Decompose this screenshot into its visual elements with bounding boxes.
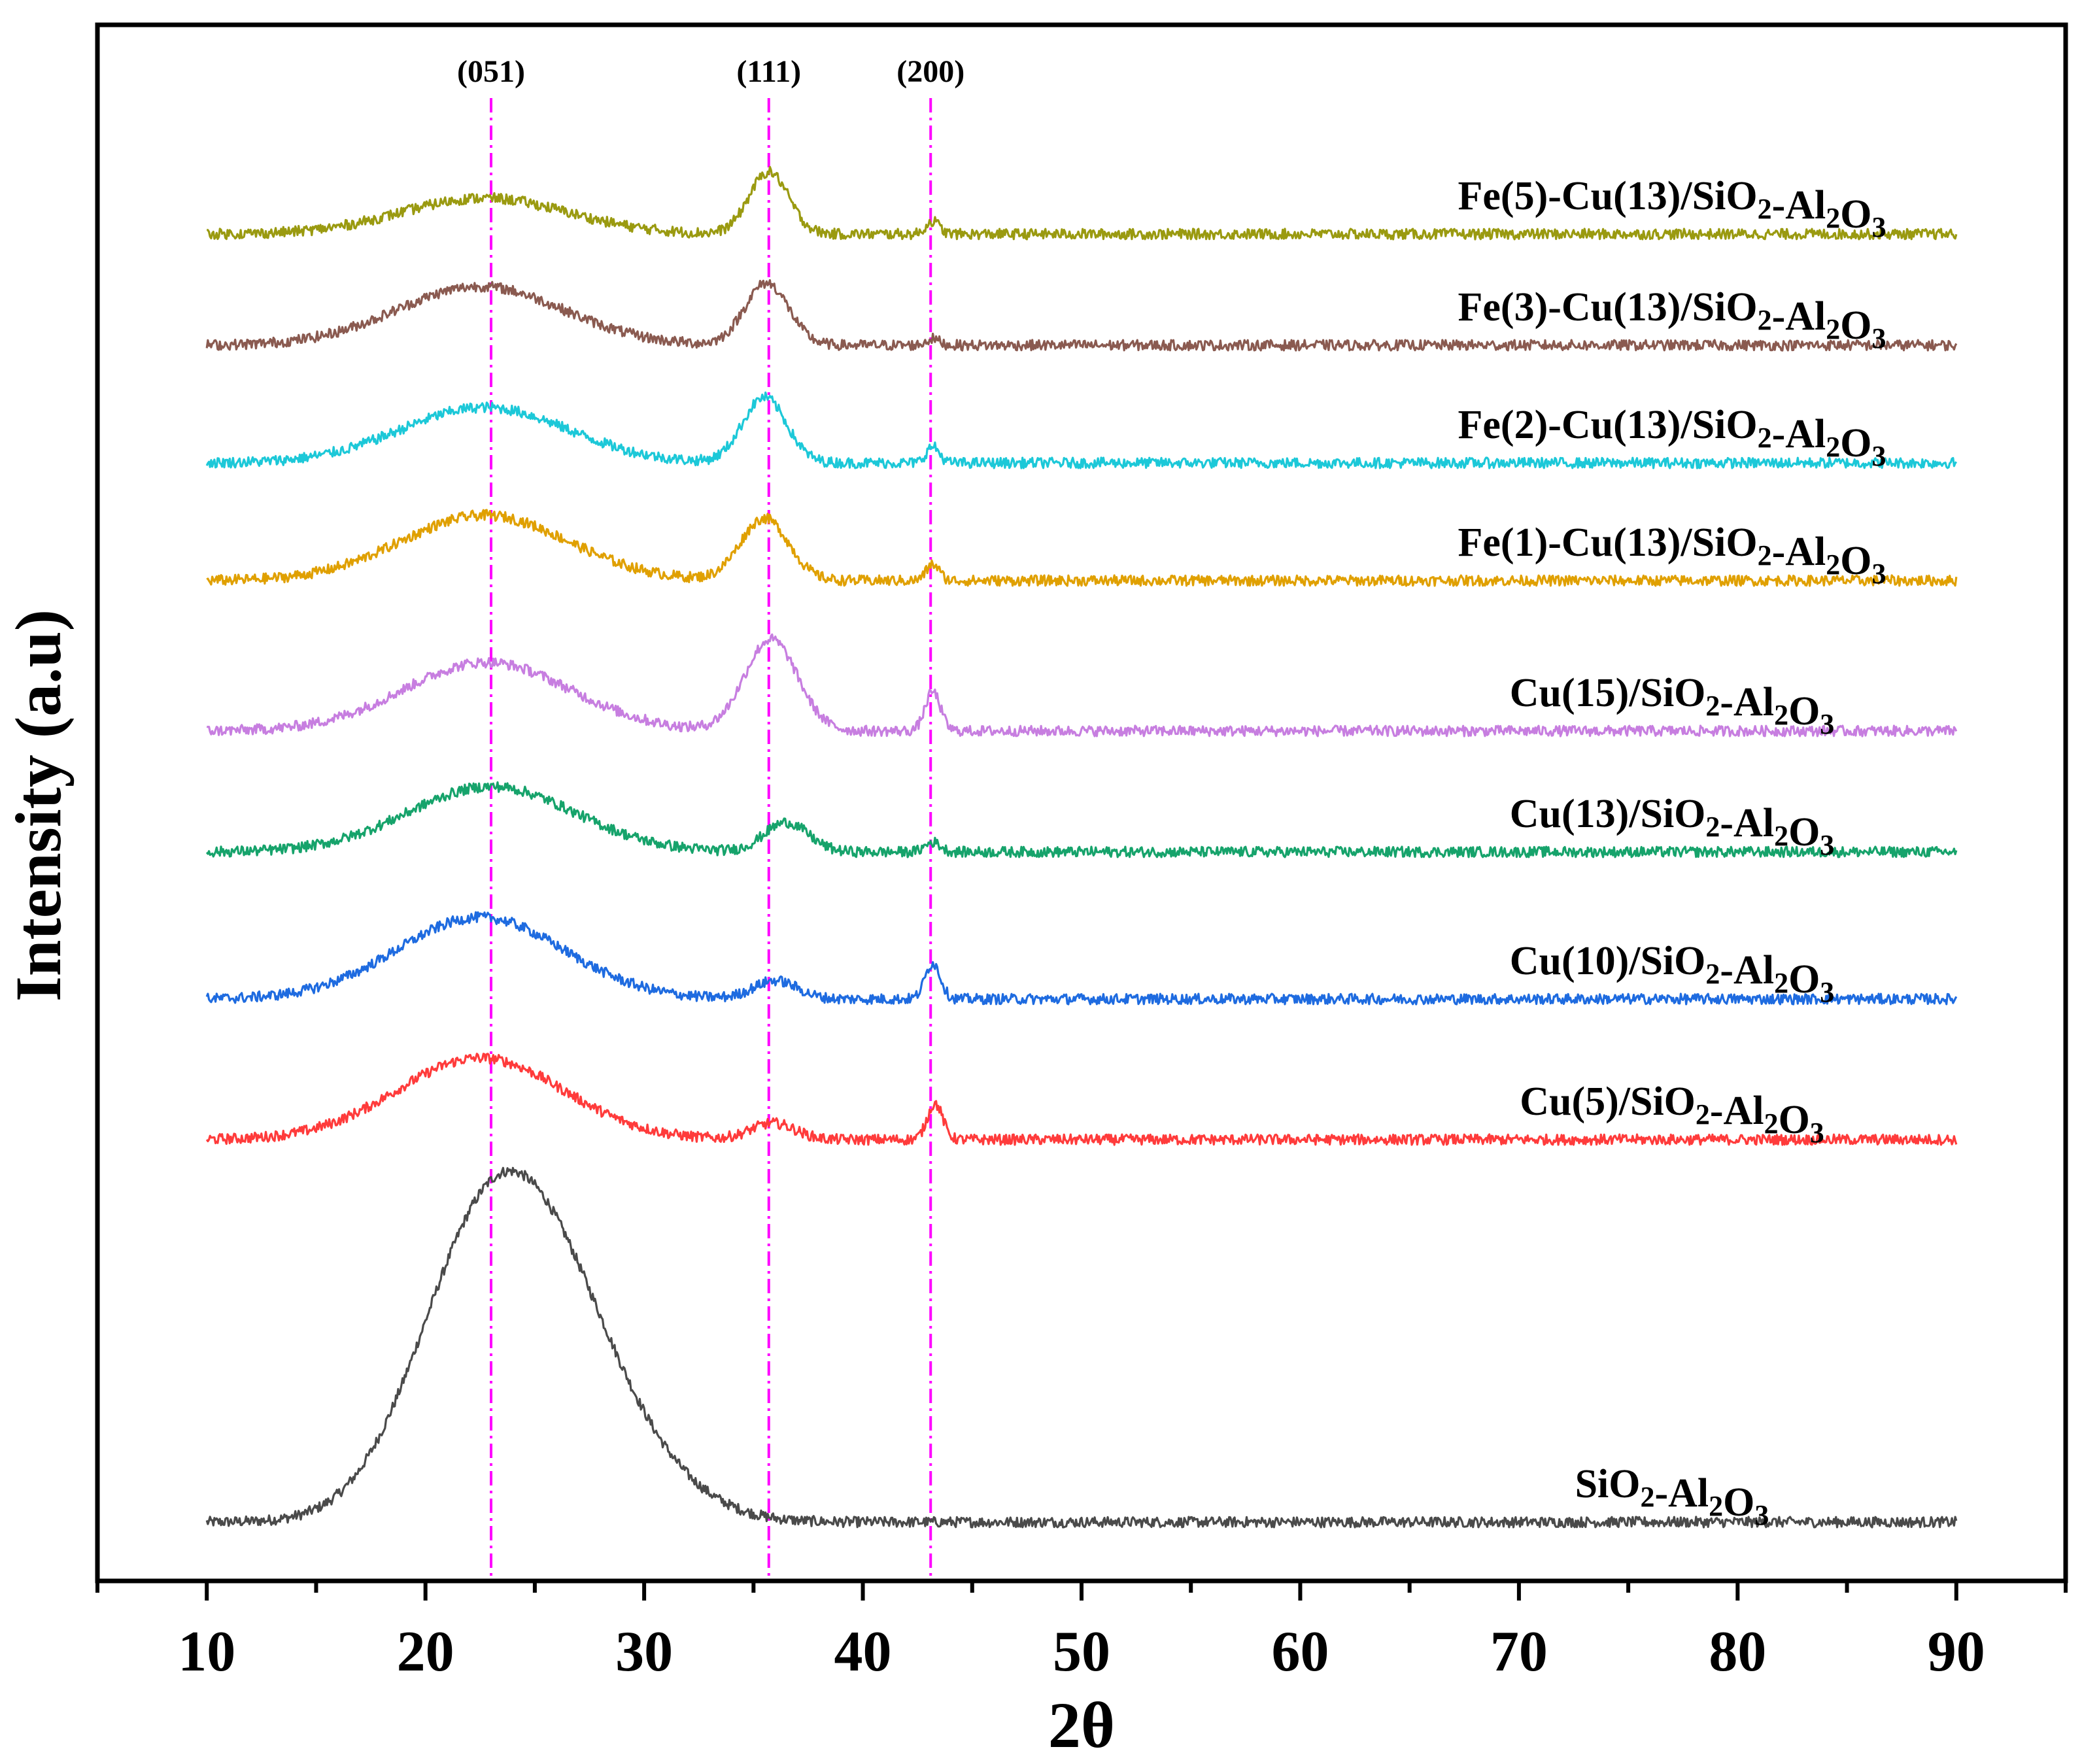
reference-line-label: (051) — [457, 54, 525, 89]
x-axis-title: 2θ — [1048, 1689, 1115, 1761]
series: Fe(2)-Cu(13)/SiO2-Al2O3 — [205, 391, 1958, 472]
y-axis-title: Intensity (a.u) — [2, 609, 75, 1002]
x-tick-label: 60 — [1271, 1620, 1329, 1684]
x-tick-label: 20 — [397, 1620, 454, 1684]
x-tick-label: 80 — [1709, 1620, 1766, 1684]
series-label: SiO2-Al2O3 — [1575, 1462, 1769, 1531]
series: Cu(13)/SiO2-Al2O3 — [205, 781, 1958, 861]
series: Cu(10)/SiO2-Al2O3 — [205, 911, 1958, 1008]
series-label: Cu(5)/SiO2-Al2O3 — [1520, 1079, 1824, 1149]
series: Cu(5)/SiO2-Al2O3 — [205, 1053, 1958, 1149]
x-axis: 10 20 30 40 50 60 70 80 90 — [95, 1581, 2068, 1684]
series-label: Fe(3)-Cu(13)/SiO2-Al2O3 — [1458, 285, 1886, 354]
x-tick-label: 50 — [1053, 1620, 1110, 1684]
x-tick-label: 90 — [1928, 1620, 1985, 1684]
x-tick-label: 30 — [615, 1620, 673, 1684]
series-line — [205, 1166, 1958, 1529]
series-line — [205, 781, 1958, 858]
series-layer: SiO2-Al2O3 Cu(5)/SiO2-Al2O3 Cu(10)/SiO2-Al… — [205, 165, 1958, 1531]
x-tick-label: 10 — [178, 1620, 235, 1684]
series: SiO2-Al2O3 — [205, 1166, 1958, 1531]
x-tick-label: 40 — [834, 1620, 892, 1684]
series-label: Cu(10)/SiO2-Al2O3 — [1510, 939, 1835, 1008]
series-line — [205, 279, 1958, 352]
x-tick-label: 70 — [1490, 1620, 1548, 1684]
series-line — [205, 911, 1958, 1006]
series: Fe(3)-Cu(13)/SiO2-Al2O3 — [205, 279, 1958, 354]
reference-line-label: (111) — [736, 54, 801, 89]
series-line — [206, 509, 1958, 587]
series: Fe(5)-Cu(13)/SiO2-Al2O3 — [207, 165, 1958, 243]
series-line — [207, 165, 1958, 241]
series: Fe(1)-Cu(13)/SiO2-Al2O3 — [206, 509, 1958, 590]
series-line — [206, 633, 1958, 738]
series-label: Fe(1)-Cu(13)/SiO2-Al2O3 — [1458, 520, 1886, 590]
series-label: Cu(13)/SiO2-Al2O3 — [1510, 792, 1835, 861]
series-label: Cu(15)/SiO2-Al2O3 — [1510, 671, 1835, 740]
series-line — [205, 1053, 1958, 1146]
series-label: Fe(2)-Cu(13)/SiO2-Al2O3 — [1458, 403, 1886, 472]
series-label: Fe(5)-Cu(13)/SiO2-Al2O3 — [1458, 174, 1886, 243]
reference-lines: (051) (111) (200) — [457, 54, 964, 1581]
series-line — [205, 391, 1958, 469]
series: Cu(15)/SiO2-Al2O3 — [206, 633, 1958, 740]
reference-line-label: (200) — [896, 54, 964, 89]
